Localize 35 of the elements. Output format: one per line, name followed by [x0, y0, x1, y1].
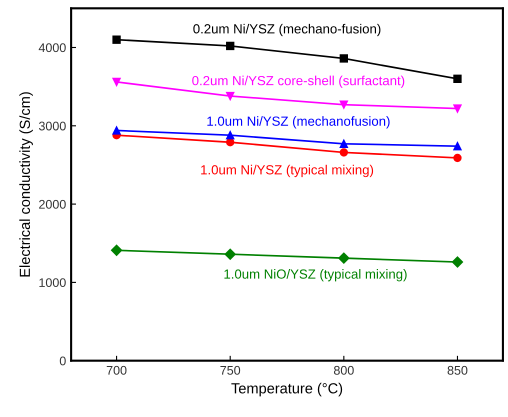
point [224, 248, 236, 260]
point [110, 244, 122, 256]
y-tick-label: 4000 [38, 43, 66, 52]
point [340, 54, 348, 63]
series-label: 1.0um Ni/YSZ (typical mixing) [201, 164, 374, 178]
point [340, 100, 348, 109]
series-label: 0.2um Ni/YSZ core-shell (surfactant) [192, 76, 404, 88]
point [453, 154, 462, 162]
point [112, 35, 121, 44]
series-label: 0.2um Ni/YSZ (mechano-fusion) [193, 24, 380, 36]
point [453, 104, 462, 113]
series-label: 1.0um NiO/YSZ (typical mixing) [224, 269, 407, 282]
point [226, 42, 234, 50]
x-tick-label: 750 [220, 366, 240, 375]
point [453, 74, 462, 83]
point [338, 252, 350, 264]
point [226, 131, 234, 140]
series-label: 1.0um Ni/YSZ (mechanofusion) [207, 116, 390, 128]
x-axis-title: Temperature (°C) [231, 382, 342, 396]
point [112, 78, 121, 86]
y-tick-label: 2000 [39, 200, 66, 209]
y-tick-label: 3000 [38, 122, 66, 130]
y-axis-title: Electrical conductivity (S/cm) [19, 92, 33, 277]
point [340, 140, 348, 148]
y-tick-label: 1000 [39, 278, 66, 288]
point [226, 92, 234, 100]
point [340, 148, 348, 157]
point [226, 138, 234, 146]
x-tick-label: 800 [334, 366, 354, 375]
point [452, 256, 464, 268]
point [112, 126, 121, 135]
x-tick-label: 700 [106, 366, 127, 375]
y-tick-label: 0 [60, 356, 66, 366]
point [453, 142, 462, 150]
x-tick-label: 850 [448, 366, 468, 375]
